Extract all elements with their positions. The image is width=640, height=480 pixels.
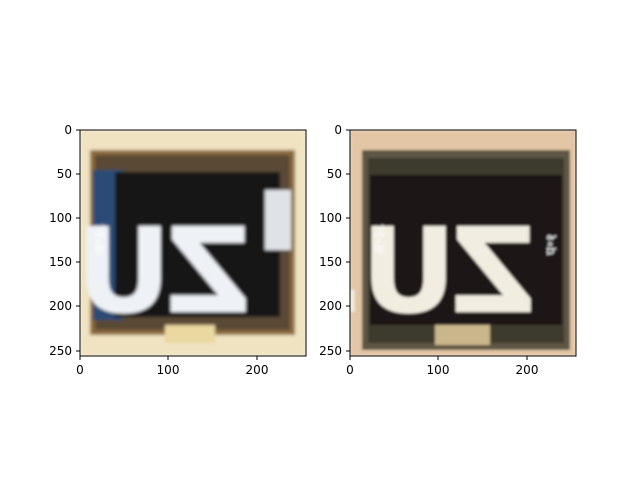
license-plate-image-right: ZU.S85 अ॰३८ प॰१: [97, 130, 576, 356]
x-tick-label: 0: [346, 363, 354, 377]
panel-left: ZU.S85 अ॰३८ 0 50 100 150 200 250 0 1: [0, 123, 307, 377]
y-tick-label: 150: [49, 255, 72, 269]
plate-side-script-right: अ॰३८: [372, 224, 388, 255]
y-axis-left: 0 50 100 150 200 250: [49, 123, 80, 358]
license-plate-image-left: ZU.S85 अ॰३८: [0, 130, 306, 356]
plate-text-left: ZU.S85: [0, 202, 251, 340]
plate-side-script-left: अ॰३८: [92, 224, 108, 255]
y-tick-label: 250: [49, 344, 72, 358]
x-tick-label: 200: [246, 363, 269, 377]
plate-side-script-right-2: प॰१: [544, 234, 560, 255]
plate-text-right: ZU.S85: [97, 202, 536, 340]
y-tick-label: 0: [64, 123, 72, 137]
panel-right: ZU.S85 अ॰३८ प॰१ 0 50 100 150 200 250 0 1…: [97, 123, 577, 377]
y-tick-label: 0: [334, 123, 342, 137]
y-tick-label: 150: [319, 255, 342, 269]
axes-frame-right: [349, 129, 577, 357]
y-tick-label: 100: [319, 211, 342, 225]
x-tick-label: 100: [427, 363, 450, 377]
x-tick-label: 200: [516, 363, 539, 377]
y-tick-label: 100: [49, 211, 72, 225]
y-tick-label: 250: [319, 344, 342, 358]
x-tick-label: 100: [157, 363, 180, 377]
y-tick-label: 200: [49, 299, 72, 313]
y-tick-label: 50: [57, 167, 72, 181]
x-axis-right: 0 100 200: [346, 356, 538, 377]
axes-frame-left: [79, 129, 307, 357]
y-axis-right: 0 50 100 150 200 250: [319, 123, 350, 358]
x-tick-label: 0: [76, 363, 84, 377]
x-axis-left: 0 100 200: [76, 356, 268, 377]
y-tick-label: 200: [319, 299, 342, 313]
y-tick-label: 50: [327, 167, 342, 181]
